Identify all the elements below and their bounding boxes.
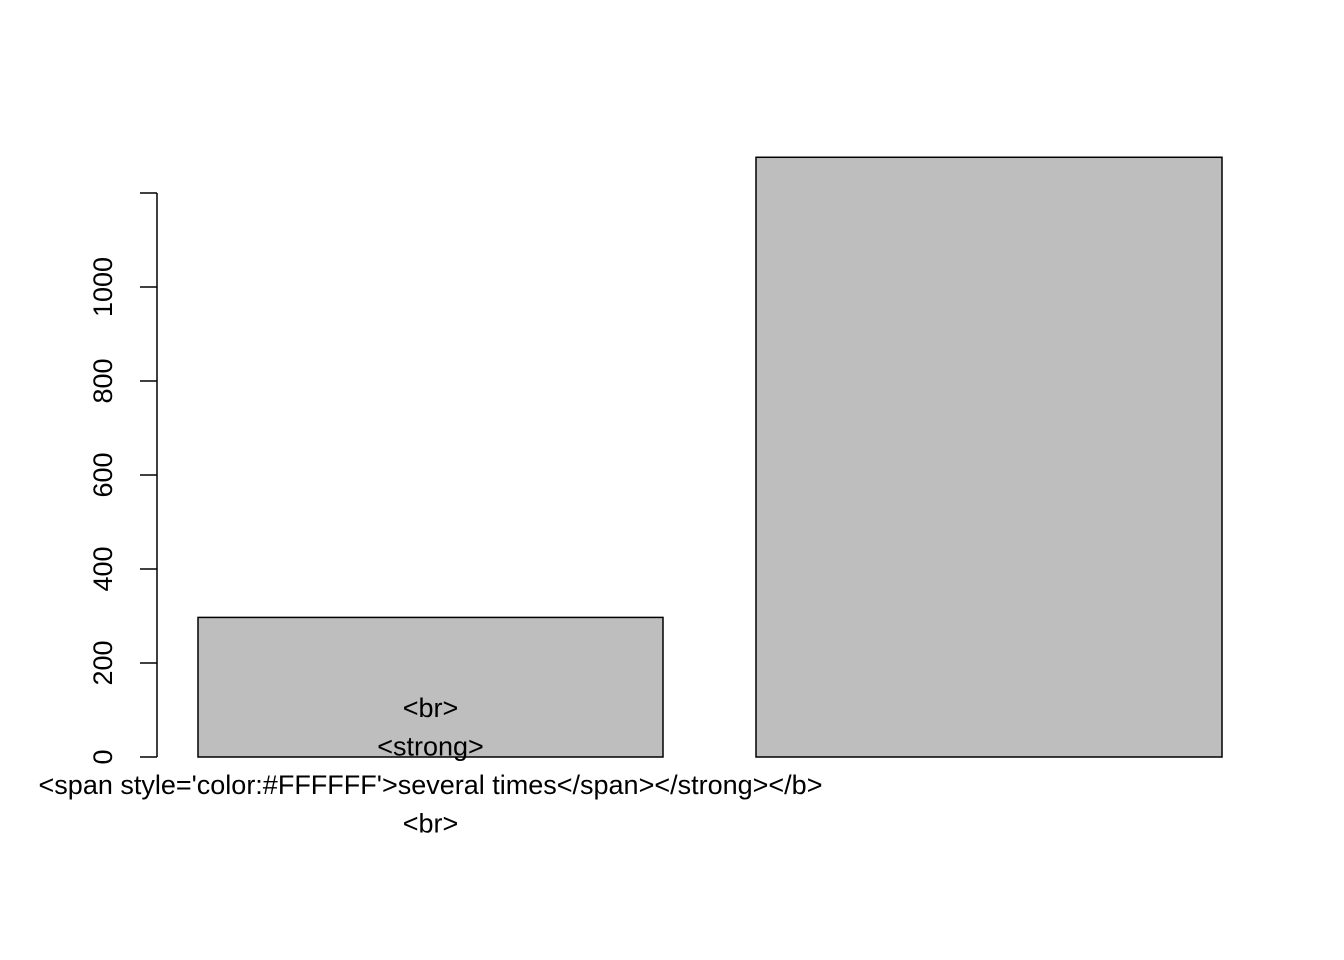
category-label-line: <strong> [377,732,484,762]
y-tick-label: 0 [88,749,118,764]
y-tick-label: 800 [88,358,118,403]
y-tick-label: 600 [88,452,118,497]
bars [197,156,1223,758]
y-tick-label: 1000 [88,257,118,317]
y-axis: 0 200 400 600 800 1000 [88,192,158,765]
bar [755,156,1223,758]
y-tick-label: 400 [88,546,118,591]
category-label-line: <span style='color:#FFFFFF'>several time… [39,770,823,800]
bar [197,616,664,758]
category-labels: <br> <strong> <span style='color:#FFFFFF'>… [39,693,823,839]
category-label-line: <br> [403,809,459,839]
category-label-line: <br> [403,693,459,723]
y-tick-label: 200 [88,640,118,685]
